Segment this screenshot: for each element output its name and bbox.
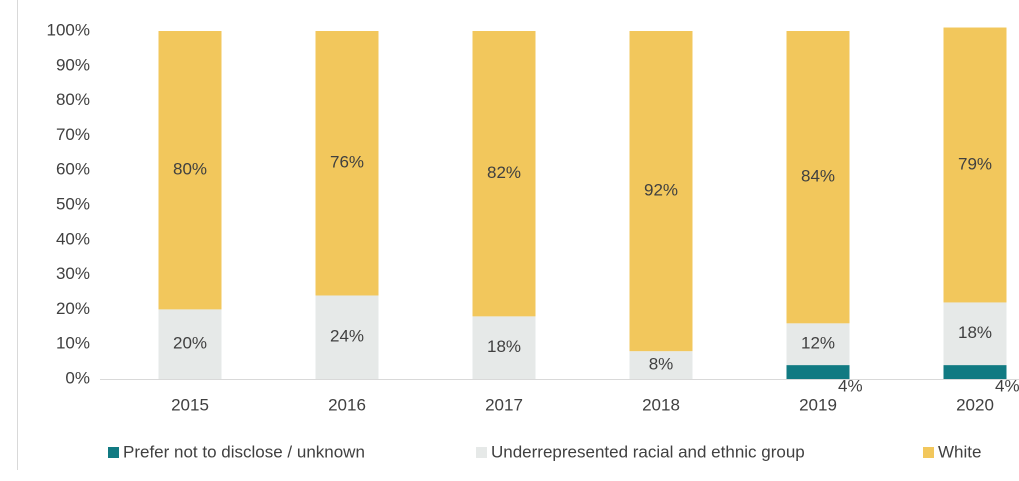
legend-swatch — [476, 447, 487, 458]
y-tick-label: 30% — [56, 264, 90, 283]
legend-label: Prefer not to disclose / unknown — [123, 442, 365, 461]
x-tick-label: 2019 — [799, 395, 837, 414]
x-tick-label: 2016 — [328, 395, 366, 414]
y-tick-label: 60% — [56, 160, 90, 179]
bar-segment — [315, 31, 379, 296]
y-tick-label: 10% — [56, 334, 90, 353]
bar-segment — [786, 31, 850, 324]
bar-segment — [472, 31, 536, 317]
legend-label: White — [938, 442, 981, 461]
data-label: 20% — [173, 334, 207, 353]
data-label: 24% — [330, 327, 364, 346]
bar-segment — [629, 31, 693, 352]
x-tick-label: 2015 — [171, 395, 209, 414]
bar-segment — [786, 323, 850, 366]
legend-label: Underrepresented racial and ethnic group — [491, 442, 805, 461]
x-tick-label: 2020 — [956, 395, 994, 414]
data-label: 12% — [801, 334, 835, 353]
bar-segment — [472, 316, 536, 379]
bar-segment — [943, 27, 1007, 303]
data-label: 8% — [649, 355, 674, 374]
data-label: 79% — [958, 154, 992, 173]
data-label: 80% — [173, 160, 207, 179]
data-label: 18% — [487, 337, 521, 356]
x-tick-label: 2017 — [485, 395, 523, 414]
legend-swatch — [108, 447, 119, 458]
y-tick-label: 50% — [56, 194, 90, 213]
bar-segment — [315, 295, 379, 379]
bar-segment — [786, 365, 850, 379]
bar-segment — [943, 365, 1007, 379]
x-tick-label: 2018 — [642, 395, 680, 414]
bar-segment — [158, 309, 222, 379]
y-tick-label: 80% — [56, 90, 90, 109]
legend-swatch — [923, 447, 934, 458]
bar-segment — [158, 31, 222, 310]
y-tick-label: 40% — [56, 229, 90, 248]
data-label: 76% — [330, 153, 364, 172]
y-tick-label: 20% — [56, 299, 90, 318]
bar-segment — [943, 302, 1007, 366]
data-label: 82% — [487, 163, 521, 182]
y-tick-label: 70% — [56, 125, 90, 144]
bar-segment — [629, 351, 693, 379]
data-label: 18% — [958, 323, 992, 342]
data-label: 4% — [995, 376, 1019, 395]
data-label: 4% — [838, 376, 863, 395]
data-label: 92% — [644, 181, 678, 200]
y-tick-label: 0% — [65, 368, 90, 387]
data-label: 84% — [801, 167, 835, 186]
y-tick-label: 100% — [47, 20, 90, 39]
y-tick-label: 90% — [56, 55, 90, 74]
